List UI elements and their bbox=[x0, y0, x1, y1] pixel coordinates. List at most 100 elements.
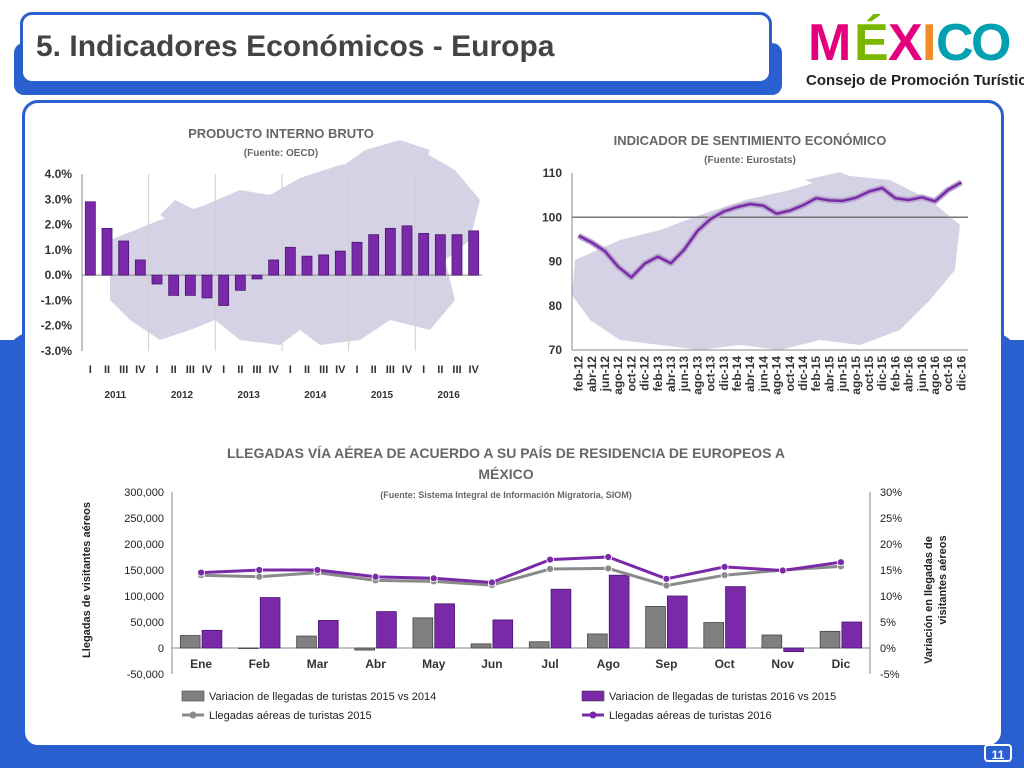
gdp-quarter-label: I bbox=[422, 364, 425, 376]
gdp-bar bbox=[384, 227, 396, 276]
arrivals-y-tick: 200,000 bbox=[124, 539, 164, 551]
arrivals-y2-tick: 25% bbox=[880, 513, 902, 525]
gdp-bar bbox=[118, 240, 130, 276]
sentiment-x-label: jun-15 bbox=[836, 356, 850, 393]
logo-letter-e: É bbox=[854, 14, 889, 72]
arrivals-chart: LLEGADAS VÍA AÉREA DE ACUERDO A SU PAÍS … bbox=[81, 445, 949, 722]
gdp-y-tick: 2.0% bbox=[45, 218, 73, 232]
gdp-bar bbox=[368, 234, 380, 276]
gdp-quarter-label: II bbox=[237, 364, 243, 376]
arrivals-line-2016-point bbox=[662, 574, 671, 583]
gdp-bar bbox=[101, 227, 113, 276]
gdp-bar bbox=[134, 259, 146, 276]
arrivals-bar-2015 bbox=[470, 643, 492, 649]
arrivals-bar-2016 bbox=[492, 619, 514, 649]
gdp-y-tick: -2.0% bbox=[41, 319, 73, 333]
arrivals-month-label: Abr bbox=[365, 657, 386, 671]
sentiment-x-label: ago-16 bbox=[928, 356, 942, 395]
gdp-bar bbox=[451, 234, 463, 276]
gdp-y-tick: 3.0% bbox=[45, 192, 73, 206]
legend-label: Llegadas aéreas de turistas 2016 bbox=[609, 710, 772, 722]
gdp-quarter-label: IV bbox=[468, 364, 479, 376]
arrivals-month-label: Jul bbox=[541, 657, 558, 671]
gdp-quarter-label: I bbox=[222, 364, 225, 376]
gdp-year-label: 2011 bbox=[104, 390, 126, 401]
sentiment-x-label: ago-13 bbox=[690, 356, 704, 395]
sentiment-x-label: abr-12 bbox=[585, 356, 599, 392]
arrivals-y-tick: 250,000 bbox=[124, 513, 164, 525]
arrivals-bar-2016 bbox=[841, 621, 863, 649]
gdp-quarter-label: II bbox=[304, 364, 310, 376]
arrivals-line-2016 bbox=[201, 555, 842, 584]
sentiment-x-label: abr-13 bbox=[664, 356, 678, 392]
arrivals-bar-2016 bbox=[201, 629, 223, 649]
arrivals-bar-2015 bbox=[703, 622, 724, 649]
arrivals-y-tick: 50,000 bbox=[130, 617, 164, 629]
gdp-bar bbox=[284, 246, 296, 276]
arrivals-line-2015 bbox=[201, 564, 841, 588]
arrivals-line-2016-point bbox=[778, 566, 787, 575]
sentiment-x-label: feb-14 bbox=[730, 356, 744, 392]
sentiment-x-label: feb-13 bbox=[651, 356, 665, 392]
arrivals-line-2016-point bbox=[429, 574, 438, 583]
arrivals-month-label: Jun bbox=[481, 657, 502, 671]
gdp-y-tick: 1.0% bbox=[45, 243, 73, 257]
gdp-quarter-label: II bbox=[371, 364, 377, 376]
sentiment-x-label: dic-14 bbox=[796, 356, 810, 391]
gdp-year-label: 2013 bbox=[238, 390, 261, 401]
gdp-bar bbox=[401, 225, 413, 276]
arrivals-y-tick: 100,000 bbox=[124, 591, 164, 603]
sentiment-x-label: oct-15 bbox=[862, 356, 876, 392]
arrivals-bar-2015 bbox=[412, 617, 434, 649]
arrivals-y-tick: -50,000 bbox=[127, 669, 164, 681]
arrivals-month-label: May bbox=[422, 657, 446, 671]
arrivals-line-2016-point bbox=[837, 558, 845, 567]
gdp-bar bbox=[268, 259, 280, 276]
logo-letter-c: C bbox=[936, 14, 974, 72]
europe-map-right bbox=[572, 172, 960, 350]
gdp-bar bbox=[418, 233, 430, 276]
sentiment-y-tick: 110 bbox=[543, 166, 563, 180]
legend-swatch-marker bbox=[589, 711, 597, 719]
brand-subtitle: Consejo de Promoción Turística bbox=[806, 72, 1024, 89]
gdp-quarter-label: II bbox=[171, 364, 177, 376]
arrivals-bar-2016 bbox=[608, 574, 630, 649]
logo-letter-m: M bbox=[808, 14, 851, 72]
gdp-quarter-label: III bbox=[186, 364, 195, 376]
arrivals-month-label: Nov bbox=[771, 657, 794, 671]
gdp-bar bbox=[301, 255, 313, 276]
arrivals-bar-2016 bbox=[725, 586, 746, 649]
arrivals-bar-2016 bbox=[259, 597, 281, 649]
sentiment-x-label: dic-13 bbox=[717, 356, 731, 391]
gdp-bar bbox=[318, 254, 330, 276]
gdp-quarter-label: I bbox=[289, 364, 292, 376]
sentiment-x-label: ago-12 bbox=[611, 356, 625, 395]
logo-letter-o: O bbox=[971, 14, 1011, 72]
arrivals-line-2016-point bbox=[313, 566, 322, 574]
arrivals-line-2015-point bbox=[720, 571, 729, 580]
gdp-y-tick: 0.0% bbox=[45, 268, 73, 282]
title-box bbox=[20, 12, 772, 84]
gdp-chart-title: PRODUCTO INTERNO BRUTO bbox=[188, 126, 374, 141]
arrivals-bar-2015 bbox=[238, 647, 259, 649]
arrivals-y2-tick: 30% bbox=[880, 487, 902, 499]
arrivals-y2-axis-label-line2: visitantes aéreos bbox=[937, 535, 949, 624]
gdp-chart: PRODUCTO INTERNO BRUTO (Fuente: OECD) 4.… bbox=[41, 126, 482, 401]
gdp-quarter-label: II bbox=[437, 364, 443, 376]
gdp-bar bbox=[201, 274, 213, 299]
sentiment-x-label: oct-13 bbox=[704, 356, 718, 392]
gdp-quarter-label: III bbox=[319, 364, 328, 376]
legend-swatch-bar bbox=[181, 690, 205, 702]
arrivals-chart-title: LLEGADAS VÍA AÉREA DE ACUERDO A SU PAÍS … bbox=[227, 445, 785, 461]
gdp-bar bbox=[251, 274, 263, 280]
sentiment-line bbox=[578, 181, 963, 279]
sentiment-y-tick: 100 bbox=[542, 210, 562, 224]
arrivals-line-2015-point bbox=[255, 572, 264, 581]
arrivals-line-2015-point bbox=[546, 565, 554, 573]
sentiment-x-label: abr-14 bbox=[743, 356, 757, 392]
arrivals-line-2016-point bbox=[255, 566, 264, 574]
arrivals-line-2016-point bbox=[488, 578, 496, 587]
sentiment-chart-subtitle: (Fuente: Eurostats) bbox=[704, 155, 796, 166]
sentiment-y-tick: 70 bbox=[549, 343, 563, 357]
